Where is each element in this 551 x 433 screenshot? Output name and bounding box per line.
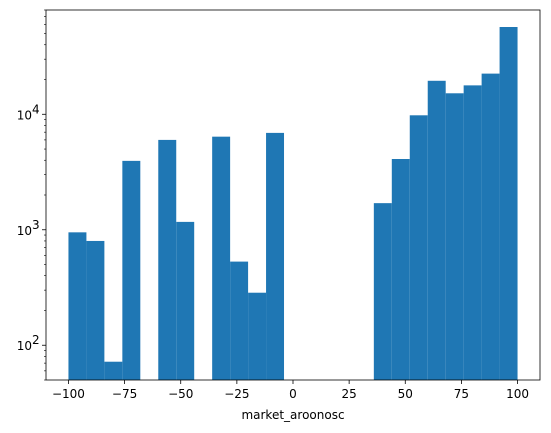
histogram-bar bbox=[481, 73, 500, 381]
y-tick-exponent: 3 bbox=[32, 218, 40, 232]
histogram-bar bbox=[176, 221, 195, 380]
x-tick-label: −75 bbox=[112, 387, 137, 401]
x-tick-label: 25 bbox=[341, 387, 356, 401]
histogram-bar bbox=[266, 132, 285, 380]
y-tick-label: 10 bbox=[17, 224, 32, 238]
x-tick-label: −100 bbox=[52, 387, 85, 401]
y-tick-exponent: 4 bbox=[32, 102, 40, 116]
histogram-bar bbox=[391, 158, 410, 380]
histogram-bar bbox=[68, 232, 87, 380]
y-tick-label: 10 bbox=[17, 339, 32, 353]
histogram-bars bbox=[68, 26, 518, 381]
histogram-bar bbox=[212, 136, 231, 380]
x-tick-label: −50 bbox=[168, 387, 193, 401]
histogram-bar bbox=[86, 240, 105, 380]
histogram-bar bbox=[445, 93, 464, 381]
x-tick-label: −25 bbox=[224, 387, 249, 401]
x-tick-label: 75 bbox=[454, 387, 469, 401]
histogram-bar bbox=[122, 160, 141, 380]
histogram-bar bbox=[104, 361, 123, 380]
x-tick-label: 100 bbox=[506, 387, 529, 401]
histogram-bar bbox=[248, 292, 267, 380]
histogram-bar bbox=[427, 80, 446, 380]
x-axis-label: market_aroonosc bbox=[241, 408, 344, 422]
histogram-bar bbox=[409, 115, 428, 380]
y-tick-exponent: 2 bbox=[32, 333, 40, 347]
x-tick-label: 0 bbox=[289, 387, 297, 401]
x-tick-label: 50 bbox=[398, 387, 413, 401]
histogram-bar bbox=[499, 26, 518, 380]
histogram-bar bbox=[158, 139, 177, 380]
histogram-bar bbox=[463, 85, 482, 381]
y-tick-label: 10 bbox=[17, 108, 32, 122]
x-axis-ticks: −100 −75 −50 −25 0 25 50 75 100 bbox=[52, 380, 529, 401]
histogram-bar bbox=[373, 203, 392, 380]
histogram-bar bbox=[230, 261, 249, 380]
